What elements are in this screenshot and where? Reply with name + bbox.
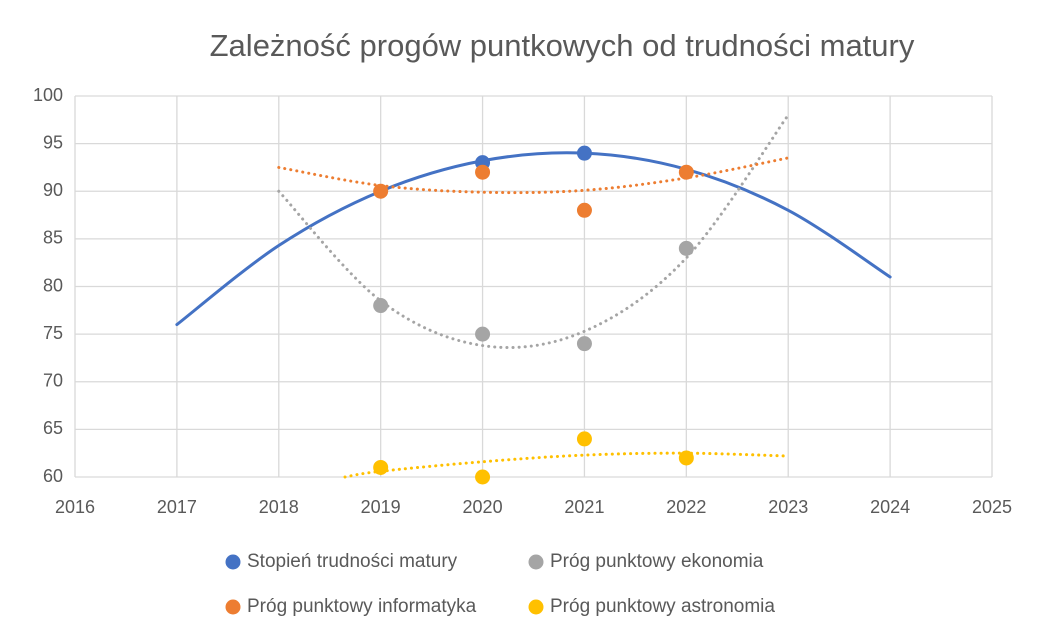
legend-marker xyxy=(225,554,241,570)
y-tick-label: 70 xyxy=(43,371,63,391)
legend-marker xyxy=(528,554,544,570)
y-tick-label: 90 xyxy=(43,180,63,200)
point xyxy=(576,202,592,218)
point xyxy=(373,459,389,475)
x-tick-label: 2016 xyxy=(55,497,95,517)
point xyxy=(678,450,694,466)
x-tick-label: 2019 xyxy=(361,497,401,517)
point xyxy=(678,240,694,256)
legend-marker xyxy=(528,599,544,615)
x-tick-label: 2024 xyxy=(870,497,910,517)
x-tick-label: 2018 xyxy=(259,497,299,517)
point xyxy=(475,326,491,342)
y-tick-label: 100 xyxy=(33,85,63,105)
x-tick-label: 2023 xyxy=(768,497,808,517)
legend-label: Próg punktowy informatyka xyxy=(247,596,477,617)
point xyxy=(475,164,491,180)
y-tick-label: 95 xyxy=(43,132,63,152)
chart-title: Zależność progów puntkowych od trudności… xyxy=(210,28,915,63)
y-tick-label: 80 xyxy=(43,275,63,295)
legend-label: Próg punktowy ekonomia xyxy=(550,551,764,572)
y-tick-label: 65 xyxy=(43,418,63,438)
legend-label: Próg punktowy astronomia xyxy=(550,596,775,617)
trendline xyxy=(277,156,790,195)
x-tick-label: 2022 xyxy=(666,497,706,517)
x-tick-label: 2017 xyxy=(157,497,197,517)
point xyxy=(373,183,389,199)
x-tick-label: 2025 xyxy=(972,497,1012,517)
point xyxy=(576,145,592,161)
point xyxy=(576,336,592,352)
trendline xyxy=(277,113,790,350)
y-tick-label: 75 xyxy=(43,323,63,343)
y-tick-label: 60 xyxy=(43,466,63,486)
legend-label: Stopień trudności matury xyxy=(247,551,458,572)
y-tick-label: 85 xyxy=(43,228,63,248)
point xyxy=(576,431,592,447)
legend-marker xyxy=(225,599,241,615)
point xyxy=(373,298,389,314)
x-tick-label: 2021 xyxy=(564,497,604,517)
point xyxy=(475,469,491,485)
x-tick-label: 2020 xyxy=(463,497,503,517)
point xyxy=(678,164,694,180)
trendline xyxy=(175,151,892,327)
